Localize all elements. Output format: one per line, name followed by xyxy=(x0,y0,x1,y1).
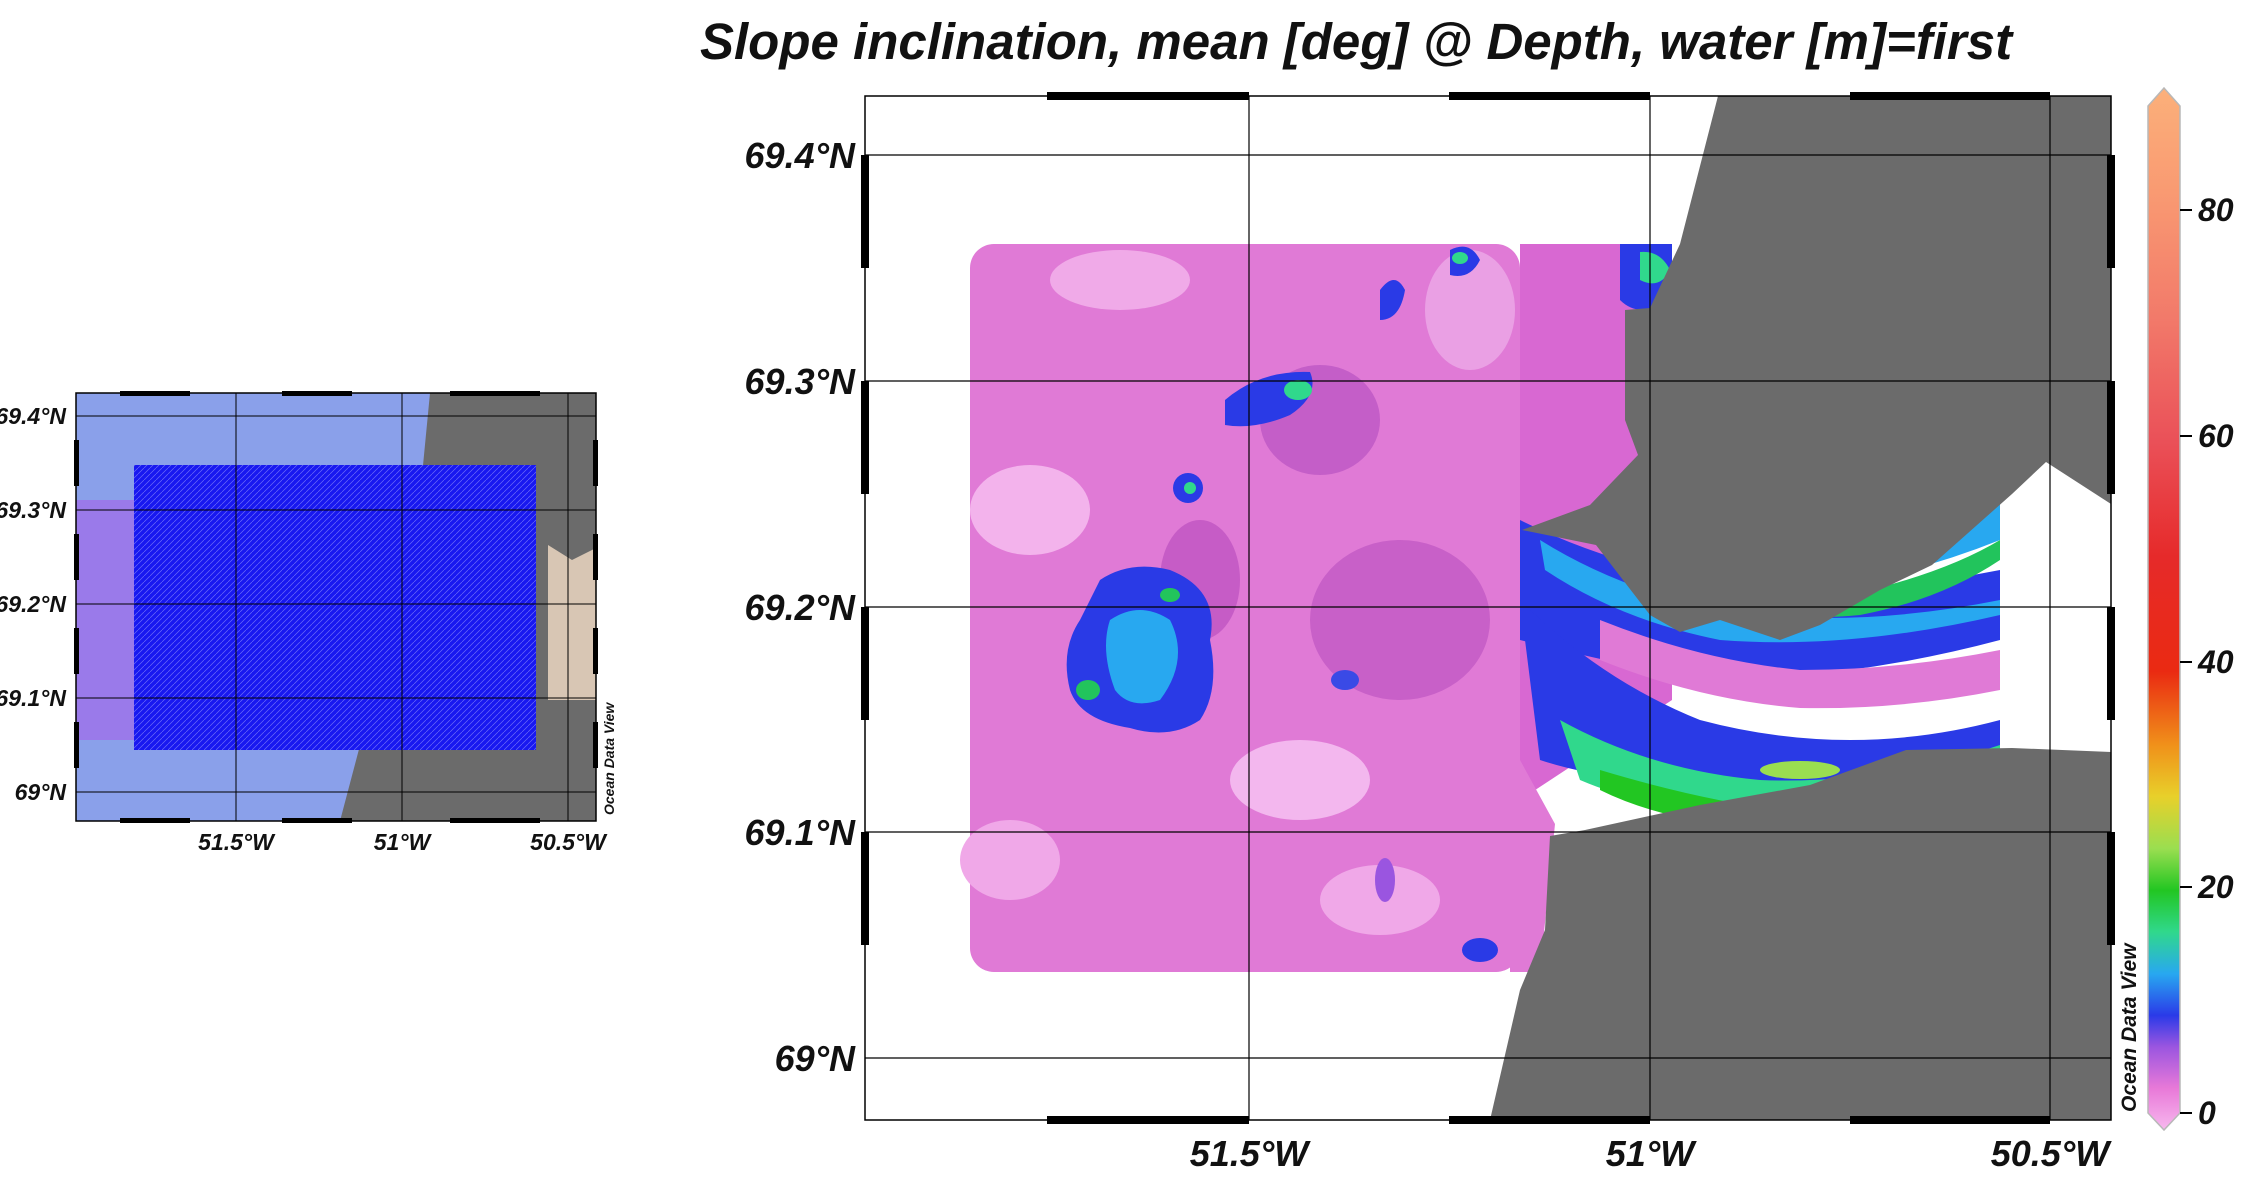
main-lat-label: 69.4°N xyxy=(745,135,856,176)
inset-watermark: Ocean Data View xyxy=(601,702,617,815)
main-lon-label: 51.5°W xyxy=(1190,1133,1311,1174)
main-lat-label: 69.1°N xyxy=(745,812,856,853)
colorbar-tick-marks xyxy=(2180,210,2192,1113)
inset-lat-label: 69°N xyxy=(15,779,67,805)
colorbar-ramp xyxy=(2148,88,2180,1130)
inset-lon-label: 51.5°W xyxy=(198,829,276,855)
inset-lat-label: 69.1°N xyxy=(0,685,66,711)
inset-map: 69.4°N 69.3°N 69.2°N 69.1°N 69°N 51.5°W … xyxy=(0,391,617,855)
inset-lat-label: 69.2°N xyxy=(0,591,66,617)
inset-coast-sediment xyxy=(548,545,596,700)
colorbar: 80 60 40 20 0 xyxy=(2148,88,2234,1131)
main-map: 69.4°N 69.3°N 69.2°N 69.1°N 69°N 51.5°W … xyxy=(745,92,2141,1174)
colorbar-tick-label: 0 xyxy=(2198,1095,2216,1131)
main-lat-label: 69°N xyxy=(775,1038,856,1079)
inset-lat-label: 69.3°N xyxy=(0,497,66,523)
inset-station-coverage xyxy=(134,465,536,750)
inset-lon-label: 51°W xyxy=(374,829,433,855)
colorbar-tick-label: 80 xyxy=(2198,192,2234,228)
colorbar-tick-label: 60 xyxy=(2198,418,2234,454)
main-lon-label: 50.5°W xyxy=(1991,1133,2112,1174)
inset-lon-label: 50.5°W xyxy=(530,829,608,855)
main-watermark: Ocean Data View xyxy=(2118,942,2141,1112)
colorbar-tick-label: 40 xyxy=(2197,644,2234,680)
colorbar-tick-label: 20 xyxy=(2197,869,2234,905)
main-lon-label: 51°W xyxy=(1606,1133,1697,1174)
main-lat-label: 69.2°N xyxy=(745,587,856,628)
inset-lat-label: 69.4°N xyxy=(0,403,66,429)
main-lat-label: 69.3°N xyxy=(745,361,856,402)
inset-shelf-area xyxy=(76,500,136,740)
